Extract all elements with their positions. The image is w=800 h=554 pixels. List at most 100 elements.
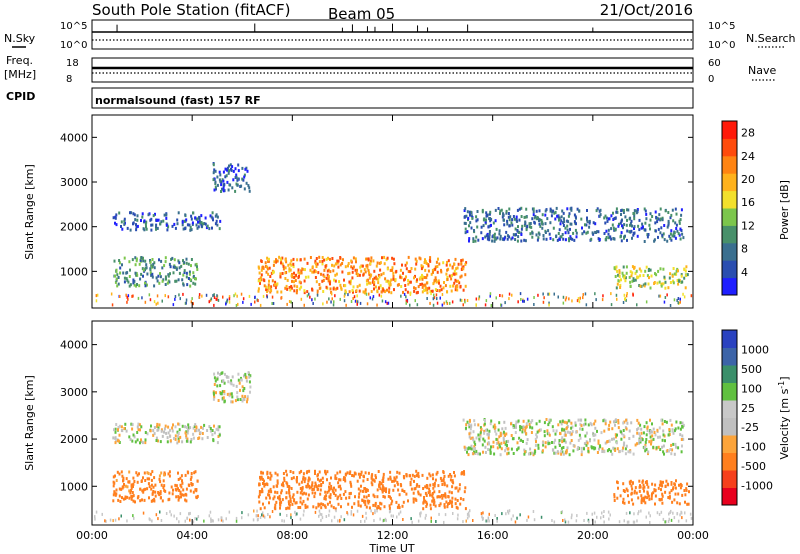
echo-pixel [619,286,622,289]
echo-pixel [639,485,642,489]
echo-pixel [621,432,623,436]
echo-pixel [338,280,341,284]
noise-pixel [462,303,464,307]
noise-pixel [228,300,231,304]
echo-pixel [478,437,481,441]
echo-pixel [429,290,432,293]
echo-pixel [627,450,630,454]
echo-pixel [223,183,226,187]
echo-pixel [668,433,671,436]
echo-pixel [413,276,415,280]
echo-pixel [177,432,180,435]
echo-pixel [212,397,215,401]
noise-pixel [495,296,497,300]
echo-pixel [499,209,502,213]
echo-pixel [289,497,292,501]
echo-pixel [564,238,567,242]
noise-pixel [576,514,578,518]
echo-pixel [426,484,429,488]
noise-pixel [469,509,471,513]
echo-pixel [189,225,192,229]
echo-pixel [577,418,580,422]
echo-pixel [567,430,569,434]
echo-pixel [515,218,518,222]
echo-pixel [651,492,653,496]
echo-pixel [494,208,497,212]
echo-pixel [130,486,133,490]
echo-pixel [298,271,301,275]
echo-pixel [469,427,472,431]
echo-pixel [325,276,328,280]
echo-pixel [226,180,229,184]
noise-pixel [350,510,353,514]
echo-pixel [686,273,689,277]
echo-pixel [467,453,470,457]
echo-pixel [614,449,617,452]
echo-pixel [567,231,570,235]
echo-pixel [553,211,556,215]
echo-pixel [470,425,473,428]
echo-pixel [181,440,184,444]
echo-pixel [139,258,142,262]
echo-pixel [185,434,188,438]
echo-pixel [135,284,138,288]
echo-pixel [570,432,573,436]
echo-pixel [466,230,469,234]
echo-pixel [279,257,282,261]
power-colorbar-tick: 4 [741,266,748,279]
echo-pixel [170,485,173,489]
echo-pixel [505,230,508,234]
noise-pixel [656,511,659,515]
power-colorbar-swatch [722,121,737,139]
echo-pixel [215,219,218,223]
echo-pixel [642,274,645,277]
echo-pixel [187,423,190,427]
echo-pixel [266,483,269,487]
echo-pixel [659,267,662,271]
noise-pixel [194,517,196,521]
echo-pixel [214,185,217,189]
noise-pixel [564,298,567,302]
echo-pixel [473,445,476,449]
cpid-program: normalsound (fast) 157 RF [95,94,261,107]
y-tick-label: 4000 [60,131,88,144]
nave-label: Nave [748,64,776,77]
echo-pixel [142,268,145,272]
echo-pixel [194,429,197,433]
echo-pixel [381,488,384,492]
echo-pixel [185,271,188,275]
echo-pixel [215,213,218,217]
echo-pixel [378,484,381,488]
echo-pixel [583,442,586,446]
echo-pixel [382,495,385,498]
echo-pixel [323,268,326,272]
noise-pixel [142,511,145,515]
echo-pixel [397,503,400,507]
echo-pixel [493,239,496,243]
echo-pixel [168,474,171,478]
echo-pixel [464,284,467,288]
echo-pixel [216,384,219,388]
echo-pixel [216,183,219,187]
echo-pixel [214,169,217,173]
echo-pixel [368,276,371,280]
echo-pixel [153,476,156,480]
echo-pixel [570,439,573,442]
echo-pixel [573,220,576,224]
echo-pixel [129,228,132,232]
echo-pixel [339,478,342,482]
echo-pixel [317,477,319,481]
echo-pixel [402,271,404,275]
echo-pixel [200,221,203,224]
echo-pixel [656,428,659,432]
noise-pixel [191,297,193,301]
echo-pixel [443,481,446,485]
x-tick-label: 04:00 [176,529,208,542]
echo-pixel [120,225,122,228]
echo-pixel [422,500,425,504]
echo-pixel [143,498,146,502]
echo-pixel [639,438,642,442]
echo-pixel [335,272,338,276]
echo-pixel [442,471,445,475]
echo-pixel [622,274,625,278]
